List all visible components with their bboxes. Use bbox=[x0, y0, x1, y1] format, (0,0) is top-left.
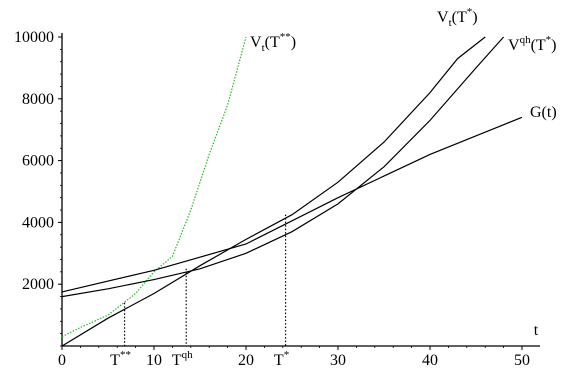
series-label-1: Vt(T*) bbox=[437, 6, 478, 29]
x-axis-label: t bbox=[534, 322, 539, 339]
x-tick-label: 0 bbox=[58, 352, 66, 369]
series-label-3: G(t) bbox=[530, 104, 557, 121]
markers: T** Tqh T* bbox=[110, 214, 289, 369]
y-tick-label: 10000 bbox=[14, 29, 54, 46]
x-tick-label: 10 bbox=[146, 352, 162, 369]
curves bbox=[61, 36, 523, 347]
y-tick-label: 8000 bbox=[22, 91, 54, 108]
x-tick-label: 20 bbox=[238, 352, 254, 369]
y-tick-label: 2000 bbox=[22, 276, 54, 293]
x-tick-label: 40 bbox=[422, 352, 438, 369]
series-label-0: Vt(T**) bbox=[250, 31, 296, 54]
series-line-3 bbox=[61, 116, 523, 293]
marker-label-2: T* bbox=[274, 349, 289, 369]
marker-label-1: Tqh bbox=[172, 349, 193, 369]
marker-label-0: T** bbox=[110, 349, 131, 369]
x-tick-label: 30 bbox=[330, 352, 346, 369]
series-label-2: Vqh(T*) bbox=[508, 34, 557, 54]
y-tick-label: 4000 bbox=[22, 214, 54, 231]
x-tick-label: 50 bbox=[514, 352, 530, 369]
series-line-2 bbox=[61, 36, 505, 298]
series-line-1 bbox=[61, 36, 486, 347]
y-tick-label: 6000 bbox=[22, 153, 54, 170]
axes: 0 10 20 30 40 50 2000 4000 6000 8000 10000 t bbox=[14, 29, 540, 369]
labels: Vt(T**) Vt(T*) Vqh(T*) G(t) bbox=[250, 6, 557, 121]
series-line-0 bbox=[61, 36, 247, 338]
